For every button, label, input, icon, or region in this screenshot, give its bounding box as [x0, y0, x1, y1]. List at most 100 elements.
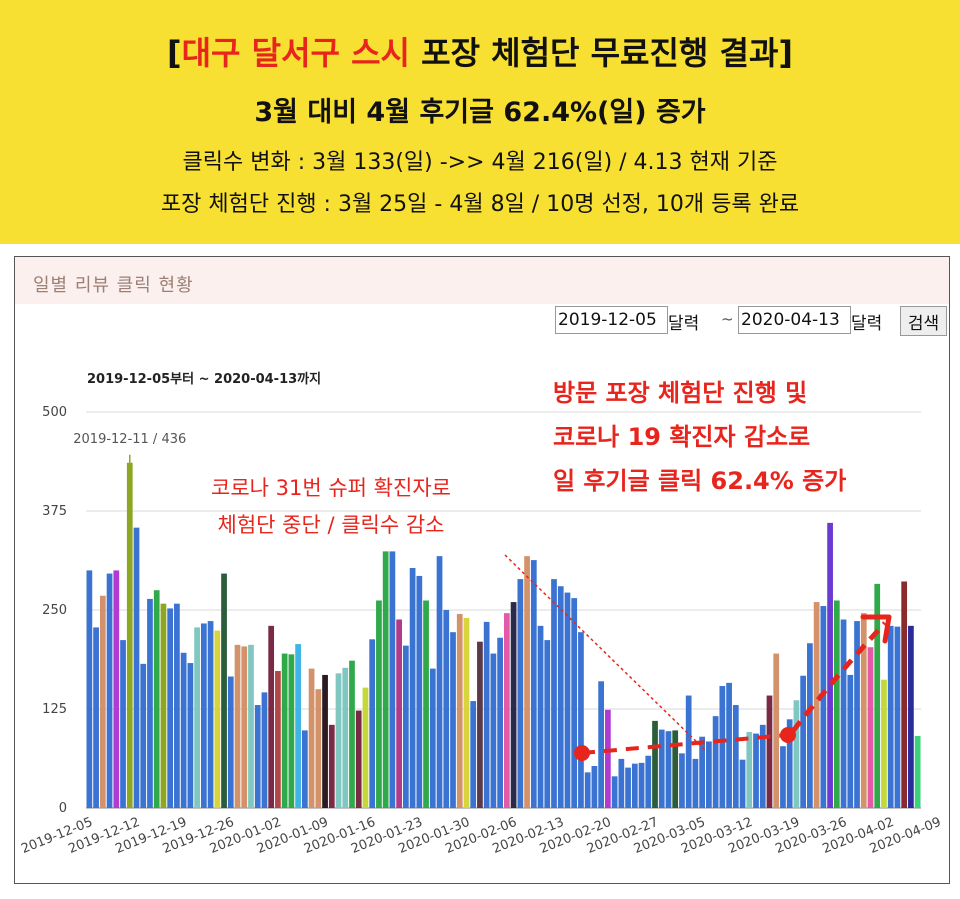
bar-16: [194, 627, 200, 808]
bar-97: [739, 759, 746, 808]
bar-52: [436, 556, 443, 808]
flat-trend-line: [581, 733, 789, 755]
header-banner: [대구 달서구 스시 포장 체험단 무료진행 결과] 3월 대비 4월 후기글 …: [0, 0, 960, 244]
bar-44: [382, 551, 389, 808]
bar-61: [497, 637, 503, 808]
bar-78: [611, 776, 618, 808]
title-prefix: [: [166, 34, 182, 72]
bar-56: [463, 617, 470, 808]
title-highlight: 대구 달서구 스시: [181, 34, 410, 72]
bar-15: [187, 663, 194, 808]
bar-0: [86, 570, 93, 808]
bar-27: [268, 625, 275, 808]
bar-22: [234, 644, 241, 808]
y-tick-label-125: 125: [42, 702, 67, 717]
bar-120: [894, 626, 901, 808]
bar-91: [699, 736, 706, 808]
bar-58: [477, 641, 483, 808]
chart-title: 2019-12-05부터 ~ 2020-04-13까지: [87, 371, 321, 387]
bar-39: [349, 660, 355, 808]
bar-95: [726, 682, 732, 808]
bar-75: [591, 766, 598, 808]
bar-96: [732, 705, 739, 808]
bar-79: [618, 758, 625, 808]
bar-109: [820, 606, 827, 808]
bar-36: [328, 724, 335, 808]
bar-60: [490, 653, 497, 808]
annotation-left-2: 체험단 중단 / 클릭수 감소: [218, 513, 445, 537]
bar-74: [584, 772, 591, 808]
bar-55: [456, 613, 463, 808]
bar-93: [712, 716, 719, 808]
bar-88: [679, 753, 685, 808]
peak-marker-label: 2019-12-11 / 436: [73, 432, 186, 447]
bar-85: [658, 729, 665, 808]
panel-header: 일별 리뷰 클릭 현황: [15, 257, 949, 304]
bar-41: [362, 687, 369, 808]
bar-1: [93, 627, 99, 808]
bar-65: [524, 556, 530, 808]
bar-67: [537, 625, 544, 808]
end-calendar-button[interactable]: 달력: [851, 314, 883, 334]
bar-73: [578, 632, 584, 808]
bar-101: [766, 695, 773, 808]
bar-28: [275, 670, 281, 808]
bar-8: [140, 663, 147, 808]
bar-21: [227, 676, 234, 808]
bar-47: [402, 645, 409, 808]
bar-114: [854, 621, 860, 808]
banner-campaign-info: 포장 체험단 진행 : 3월 25일 - 4월 8일 / 10명 선정, 10개…: [160, 192, 800, 217]
annotation-right-2: 코로나 19 확진자 감소로: [553, 423, 810, 451]
bar-64: [517, 579, 524, 808]
bar-105: [793, 700, 800, 808]
bar-77: [605, 709, 611, 808]
bar-17: [200, 623, 207, 808]
bar-13: [174, 603, 180, 808]
bar-30: [288, 654, 295, 808]
bar-100: [759, 724, 766, 808]
search-button[interactable]: 검색: [900, 306, 947, 336]
bar-62: [504, 613, 510, 808]
bar-40: [355, 710, 362, 808]
bar-57: [470, 701, 477, 808]
bar-107: [807, 643, 813, 808]
bar-76: [598, 681, 604, 808]
bar-119: [887, 625, 894, 808]
bar-83: [645, 755, 652, 808]
bar-115: [860, 613, 867, 808]
bar-82: [638, 762, 645, 808]
bar-108: [813, 602, 820, 808]
bar-98: [746, 731, 753, 808]
bar-69: [551, 579, 557, 808]
bar-2: [99, 595, 106, 808]
bar-18: [207, 621, 214, 808]
bar-23: [241, 646, 248, 808]
arrow-head: [860, 614, 892, 644]
bar-3: [106, 573, 113, 808]
y-tick-label-500: 500: [42, 405, 67, 420]
bar-87: [672, 730, 679, 808]
bar-25: [254, 705, 261, 808]
start-calendar-button[interactable]: 달력: [668, 314, 700, 334]
bar-99: [753, 733, 759, 808]
bar-86: [665, 731, 672, 808]
y-tick-label-0: 0: [59, 801, 67, 816]
bar-122: [908, 625, 914, 808]
banner-subtitle: 3월 대비 4월 후기글 62.4%(일) 증가: [254, 97, 706, 128]
bar-19: [214, 630, 221, 808]
end-date-input[interactable]: [738, 306, 851, 334]
bar-51: [429, 668, 436, 808]
bar-42: [369, 639, 376, 808]
daily-click-chart: 2019-12-05부터 ~ 2020-04-13까지 0 125 250 375 500…: [19, 371, 943, 857]
start-date-input[interactable]: [555, 306, 668, 334]
bar-4: [113, 570, 120, 808]
bar-6: [126, 462, 133, 808]
bar-81: [631, 763, 638, 808]
y-tick-label-375: 375: [42, 504, 67, 519]
flat-trend-end-dot: [780, 727, 796, 743]
bar-111: [833, 600, 840, 808]
bar-116: [867, 647, 874, 808]
bar-29: [281, 653, 288, 808]
bar-70: [557, 586, 564, 808]
bar-31: [295, 644, 301, 808]
